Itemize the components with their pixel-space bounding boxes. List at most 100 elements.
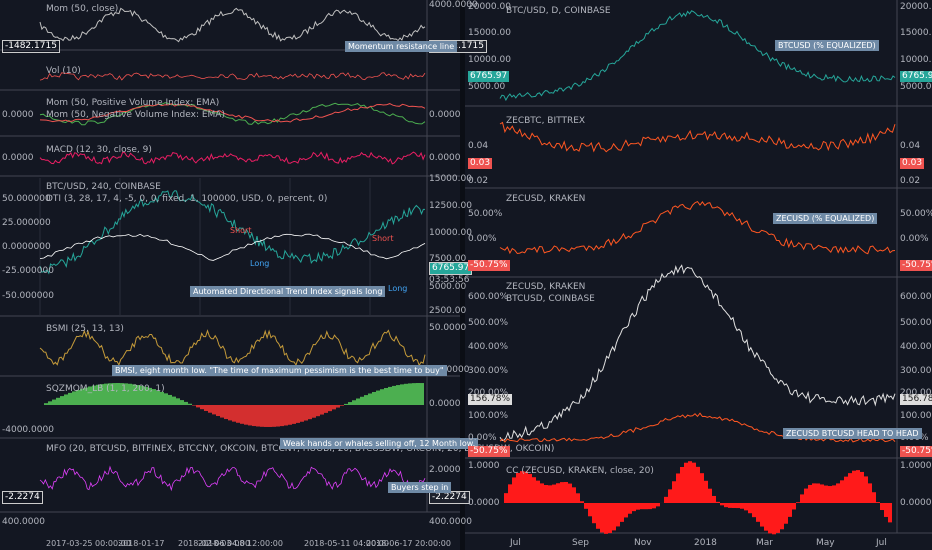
time-label: 2018-05-11 04:00:00 <box>304 539 389 548</box>
squeeze-bar <box>88 386 92 405</box>
squeeze-bar <box>336 405 340 408</box>
cc-bar <box>632 503 636 512</box>
squeeze-bar <box>360 396 364 405</box>
cc-bar <box>880 503 884 511</box>
time-label: Mar <box>756 538 773 548</box>
squeeze-bar <box>44 403 48 405</box>
right-scale-label: 400.00% <box>900 342 932 352</box>
panel-title: BTCUSD, COINBASE <box>506 294 595 304</box>
left-scale-label: 0.0000 <box>468 498 500 508</box>
cc-bar <box>836 483 840 503</box>
right-scale-label: 0.0000 <box>429 110 461 120</box>
right-scale-label: 7500.00 <box>429 254 467 264</box>
time-label: 2018-02-06 04:00 <box>178 539 251 548</box>
right-scale-label: 0.04 <box>900 141 921 151</box>
right-scale-label: 10000.00 <box>429 228 472 238</box>
dti-line <box>39 233 426 261</box>
cc-bar <box>704 480 708 503</box>
right-scale-label: 15000.00 <box>900 28 932 38</box>
left-scale-label: 0.0000 <box>2 110 34 120</box>
cc-bar <box>684 462 688 503</box>
panel-title: Mom (50, close) <box>46 4 119 14</box>
cc-bar <box>556 483 560 503</box>
squeeze-bar <box>324 405 328 413</box>
squeeze-bar <box>244 405 248 425</box>
panel-title: BTC/USD, D, COINBASE <box>506 6 611 16</box>
cc-bar <box>580 501 584 503</box>
squeeze-bar <box>284 405 288 426</box>
cc-bar <box>800 494 804 503</box>
left-scale-label: 400.00% <box>468 342 509 352</box>
cc-bar <box>564 481 568 503</box>
squeeze-bar <box>364 395 368 405</box>
right-scale-label: 400.0000 <box>429 517 472 527</box>
squeeze-bar <box>372 391 376 405</box>
cc-bar <box>688 461 692 503</box>
left-scale-label: 100.00% <box>468 411 509 421</box>
right-scale-label: 0.00% <box>900 234 929 244</box>
panel-title: ZECUSD, KRAKEN <box>506 194 586 204</box>
time-label: Sep <box>572 538 589 548</box>
cc-bar <box>792 503 796 510</box>
squeeze-bar <box>356 398 360 405</box>
cc-bar <box>604 503 608 534</box>
right-scale-label: -50.75% <box>900 446 932 457</box>
cc-bar <box>520 471 524 503</box>
time-label: Nov <box>634 538 652 548</box>
right-scale-label: 6765.97 <box>900 71 932 82</box>
squeeze-bar <box>384 387 388 405</box>
squeeze-bar <box>52 399 56 405</box>
squeeze-bar <box>420 383 424 405</box>
panel-title: Vol (10) <box>46 66 81 76</box>
cc-bar <box>600 503 604 533</box>
squeeze-bar <box>388 386 392 405</box>
squeeze-bar <box>340 405 344 406</box>
squeeze-bar <box>368 393 372 405</box>
squeeze-bar <box>292 405 296 424</box>
cc-bar <box>524 471 528 503</box>
squeeze-bar <box>104 383 108 405</box>
cc-bar <box>668 489 672 503</box>
squeeze-bar <box>316 405 320 417</box>
cc-bar <box>808 484 812 503</box>
panel-title: MFO (20, BTCUSD, BITFINEX, BTCCNY, OKCOI… <box>46 444 555 454</box>
right-scale-label: -50.75% <box>900 260 932 271</box>
right-scale-label: 0.03 <box>900 158 925 169</box>
right-scale-label: 200.00% <box>900 388 932 398</box>
squeeze-bar <box>252 405 256 427</box>
squeeze-bar <box>264 405 268 427</box>
squeeze-bar <box>116 383 120 405</box>
cc-bar <box>864 476 868 503</box>
squeeze-bar <box>232 405 236 422</box>
panel-title: BSMI (25, 13, 13) <box>46 324 124 334</box>
right-scale-label: 600.00% <box>900 292 932 302</box>
bsmi-line <box>39 329 426 367</box>
squeeze-bar <box>344 403 348 405</box>
cc-bar <box>804 488 808 503</box>
cc-bar <box>504 493 508 503</box>
squeeze-bar <box>168 394 172 405</box>
cc-bar <box>720 503 724 506</box>
squeeze-bar <box>208 405 212 413</box>
momentum-line <box>39 7 426 43</box>
squeeze-bar <box>200 405 204 410</box>
squeeze-bar <box>412 383 416 405</box>
left-scale-label: 200.00% <box>468 388 509 398</box>
squeeze-bar <box>332 405 336 410</box>
cc-bar <box>508 484 512 503</box>
btc-equalized <box>499 264 896 442</box>
right-scale-label: 12500.00 <box>429 201 472 211</box>
squeeze-bar <box>220 405 224 418</box>
cc-bar <box>568 483 572 503</box>
time-label: 2018-01-17 <box>118 539 165 548</box>
cc-bar <box>584 503 588 509</box>
squeeze-bar <box>100 384 104 405</box>
squeeze-bar <box>272 405 276 427</box>
squeeze-bar <box>192 405 196 406</box>
cc-bar <box>608 503 612 534</box>
mfo-line <box>39 465 426 492</box>
squeeze-bar <box>408 383 412 405</box>
squeeze-bar <box>348 402 352 405</box>
right-scale-label: 0.0000 <box>429 153 461 163</box>
left-scale-label: 50.000000 <box>2 194 51 204</box>
